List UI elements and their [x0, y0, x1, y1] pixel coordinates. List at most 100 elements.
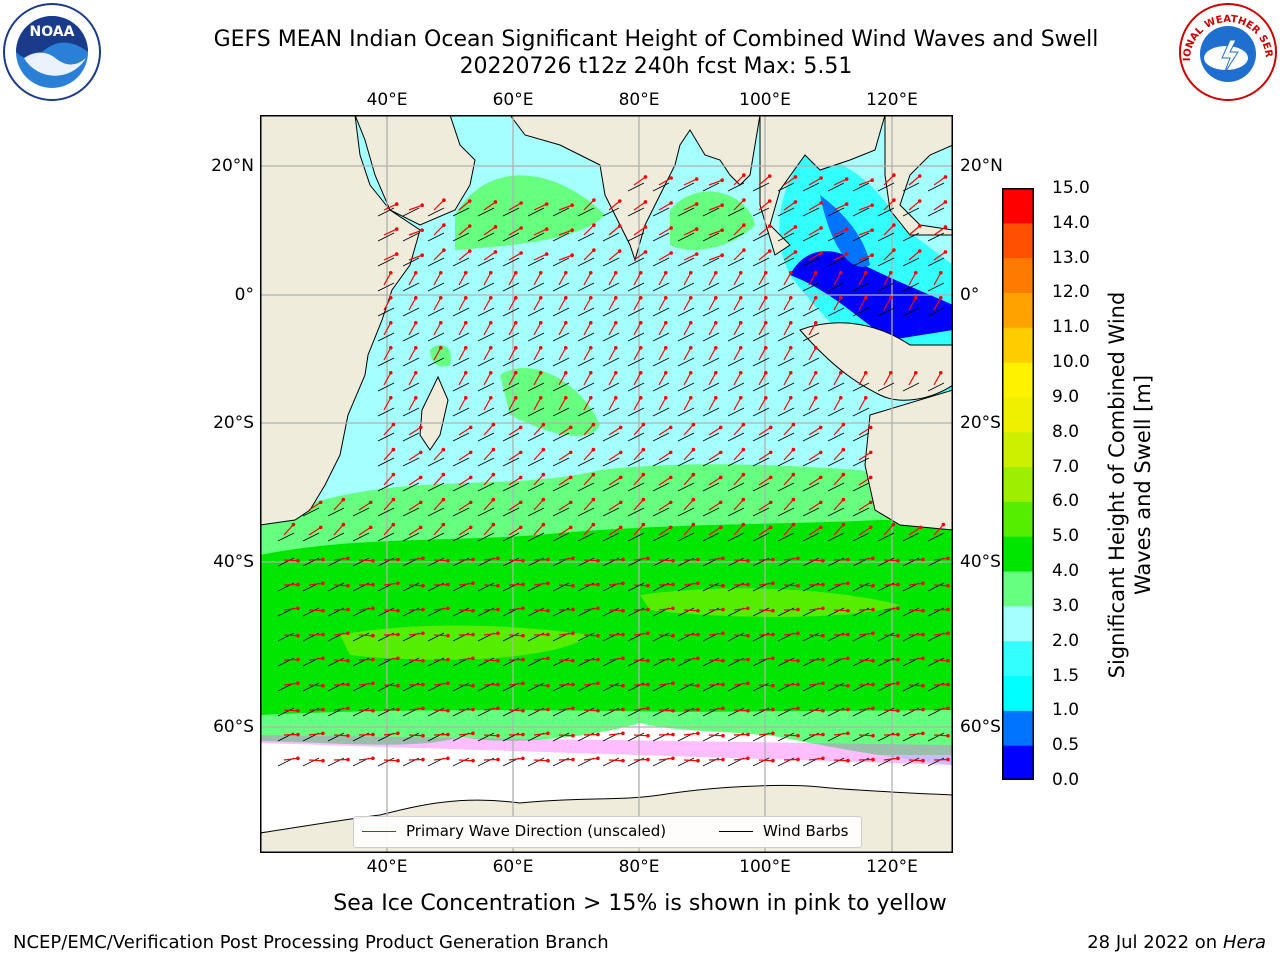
wind-barb: [477, 432, 495, 442]
wave-direction-arrow: [708, 707, 723, 711]
wave-direction-arrow: [433, 607, 448, 611]
wind-barb: [902, 182, 920, 192]
wave-direction-arrow: [933, 584, 949, 587]
wave-direction-arrow: [358, 757, 373, 761]
wind-barb: [702, 182, 720, 192]
wind-barb: [877, 282, 895, 292]
wave-direction-arrow: [833, 474, 844, 486]
wave-direction-arrow: [858, 526, 872, 536]
wind-barb: [527, 232, 545, 242]
wind-barb: [577, 532, 595, 542]
wave-direction-arrow: [383, 449, 394, 461]
wind-barb: [427, 357, 445, 367]
wave-direction-arrow: [533, 524, 544, 536]
wind-barb: [752, 507, 770, 517]
wind-barb: [677, 457, 695, 467]
wave-direction-arrow: [283, 634, 299, 637]
wind-barb: [402, 457, 420, 467]
wave-direction-arrow: [533, 397, 542, 411]
wind-barb: [452, 682, 470, 692]
wind-barb: [802, 482, 820, 492]
wave-direction-arrow: [733, 322, 742, 336]
wave-direction-arrow: [483, 524, 494, 536]
wind-barb: [427, 332, 445, 342]
wind-barb: [552, 482, 570, 492]
colorbar-segment: [1002, 222, 1034, 259]
wave-direction-arrow: [808, 607, 823, 611]
wind-barb: [802, 307, 820, 317]
wind-barb: [577, 207, 595, 217]
colorbar-tick-label: 7.0: [1052, 456, 1080, 477]
wave-direction-arrow: [733, 709, 749, 712]
wind-barb: [727, 357, 745, 367]
wave-direction-arrow: [433, 224, 445, 236]
wind-barb: [577, 332, 595, 342]
wind-barb: [552, 232, 570, 242]
wave-direction-arrow: [608, 200, 621, 211]
wind-barb: [377, 207, 395, 217]
nws-logo-icon: NATIONAL WEATHER SERVICE: [1174, 0, 1278, 102]
wind-barb: [627, 657, 645, 667]
wave-direction-arrow: [858, 397, 867, 411]
wave-direction-arrow: [458, 250, 471, 261]
wind-barb: [727, 407, 745, 417]
wave-direction-arrow: [558, 372, 567, 386]
wind-barb: [402, 732, 420, 742]
wave-direction-arrow: [633, 659, 649, 662]
wave-direction-arrow: [708, 347, 717, 361]
wind-barb: [677, 432, 695, 442]
wave-direction-arrow: [708, 557, 723, 561]
wind-barb: [577, 357, 595, 367]
wave-direction-arrow: [808, 451, 822, 461]
colorbar-tick-label: 11.0: [1052, 317, 1090, 338]
wind-barb: [577, 507, 595, 517]
wave-direction-arrow: [658, 372, 667, 386]
wave-direction-arrow: [733, 449, 744, 461]
wave-direction-arrow: [458, 526, 472, 536]
wave-direction-arrow: [383, 759, 399, 762]
colorbar-segment: [1002, 292, 1034, 328]
wave-direction-arrow: [758, 347, 767, 361]
wave-direction-arrow: [283, 607, 298, 611]
wave-direction-arrow: [808, 397, 817, 411]
wind-barb: [527, 207, 545, 217]
lat-label-right: 20°S: [960, 413, 1001, 433]
wind-barb: [702, 482, 720, 492]
wind-barb: [627, 382, 645, 392]
wave-direction-arrow: [508, 757, 523, 761]
wave-direction-arrow: [658, 322, 667, 336]
wind-barb: [927, 307, 945, 317]
wave-direction-arrow: [708, 584, 724, 587]
wave-direction-arrow: [458, 347, 467, 361]
wave-direction-arrow: [808, 227, 822, 236]
wind-barb: [777, 657, 795, 667]
wave-direction-arrow: [633, 474, 644, 486]
wind-barb: [502, 507, 520, 517]
wind-barb: [602, 432, 620, 442]
wind-barb: [327, 657, 345, 667]
wave-direction-arrow: [433, 499, 444, 511]
wave-direction-arrow: [758, 225, 771, 236]
wind-barb: [902, 532, 920, 542]
wind-barb: [502, 557, 520, 567]
wave-direction-arrow: [883, 199, 895, 211]
wind-barb: [577, 432, 595, 442]
wave-direction-arrow: [683, 609, 699, 612]
wind-barb: [502, 532, 520, 542]
wind-barb: [677, 407, 695, 417]
wave-direction-arrow: [583, 449, 594, 461]
wind-barb: [527, 457, 545, 467]
wave-direction-arrow: [433, 559, 449, 562]
wave-direction-arrow: [808, 272, 817, 286]
wave-direction-arrow: [758, 609, 774, 612]
wave-direction-arrow: [908, 759, 924, 762]
wind-barb: [552, 507, 570, 517]
wind-barb: [752, 482, 770, 492]
wave-direction-arrow: [883, 224, 895, 236]
wind-barb: [752, 382, 770, 392]
lat-label-left: 60°S: [213, 717, 254, 737]
wave-direction-arrow: [358, 709, 374, 712]
wave-direction-arrow: [483, 397, 492, 411]
wind-barb: [852, 582, 870, 592]
wind-barb: [927, 657, 945, 667]
